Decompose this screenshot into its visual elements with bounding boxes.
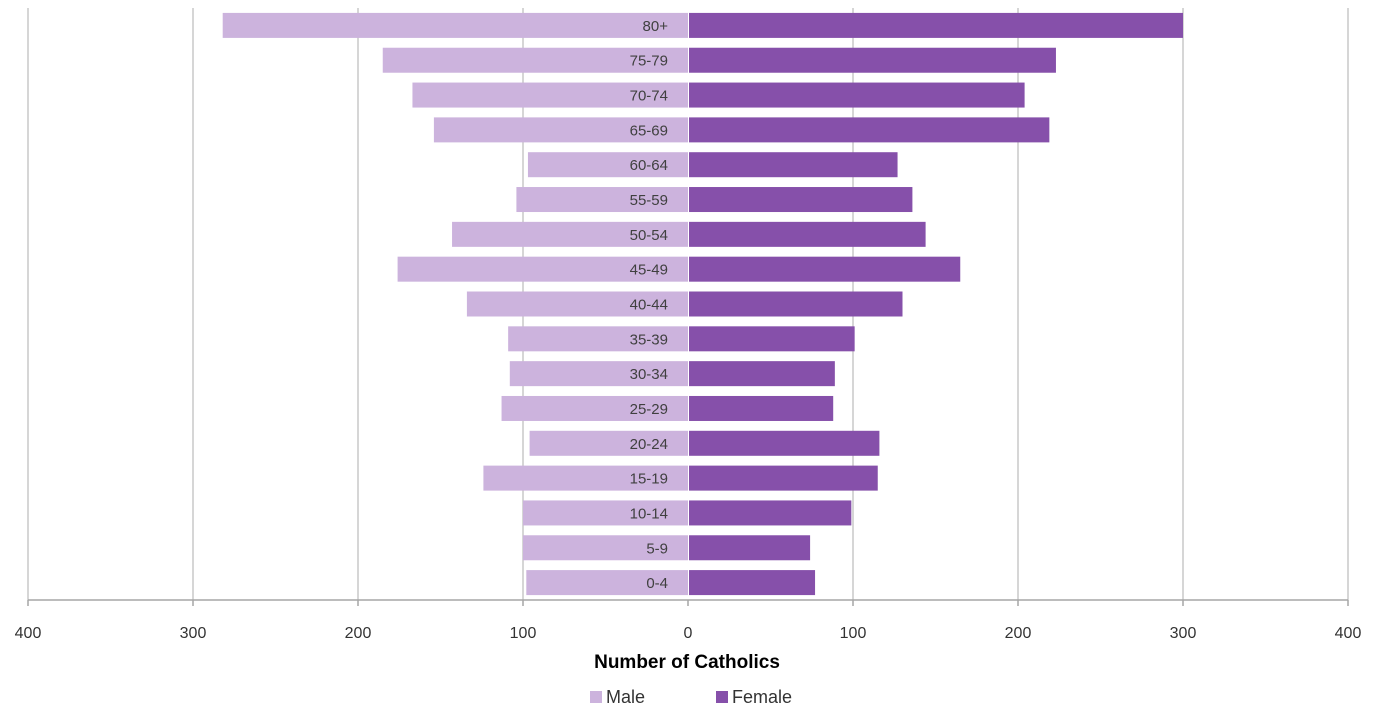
- bar-female-65-69: [689, 117, 1050, 143]
- legend-swatch-male: [590, 691, 602, 703]
- bars-group: [222, 12, 1183, 596]
- bar-male-5-9: [523, 535, 688, 561]
- bar-male-15-19: [483, 465, 688, 491]
- category-label: 15-19: [630, 471, 668, 488]
- category-label: 35-39: [630, 331, 668, 348]
- bar-female-15-19: [689, 465, 878, 491]
- bar-male-65-69: [433, 117, 688, 143]
- bar-female-25-29: [689, 395, 834, 421]
- x-axis: 400 300 200 100 0 100 200 300 400: [15, 599, 1362, 642]
- x-axis-title: Number of Catholics: [594, 652, 780, 673]
- bar-female-70-74: [689, 82, 1025, 108]
- bar-female-5-9: [689, 535, 811, 561]
- bar-female-80+: [689, 12, 1183, 38]
- bar-female-60-64: [689, 152, 898, 178]
- bar-female-40-44: [689, 291, 903, 317]
- category-label: 65-69: [630, 122, 668, 139]
- bar-female-55-59: [689, 187, 913, 213]
- category-label: 70-74: [630, 88, 668, 105]
- x-tick-label: 400: [15, 625, 42, 642]
- x-tick-label: 200: [1005, 625, 1032, 642]
- category-label: 0-4: [646, 575, 668, 592]
- bar-male-80+: [222, 12, 688, 38]
- legend-label-female: Female: [732, 687, 792, 707]
- category-label: 25-29: [630, 401, 668, 418]
- category-label: 5-9: [646, 540, 668, 557]
- bar-male-45-49: [397, 256, 688, 282]
- category-label: 45-49: [630, 262, 668, 279]
- bar-male-40-44: [466, 291, 688, 317]
- x-tick-label: 100: [510, 625, 537, 642]
- bar-female-30-34: [689, 361, 835, 387]
- legend: Male Female: [590, 687, 792, 707]
- category-label: 10-14: [630, 505, 668, 522]
- x-tick-label: 100: [840, 625, 867, 642]
- category-label: 30-34: [630, 366, 668, 383]
- bar-male-35-39: [508, 326, 688, 352]
- bar-female-50-54: [689, 221, 926, 247]
- x-tick-label: 300: [1170, 625, 1197, 642]
- category-labels: 80+ 75-79 70-74 65-69 60-64 55-59 50-54 45-49 40…: [630, 18, 669, 592]
- bar-male-0-4: [526, 570, 688, 596]
- bar-male-10-14: [523, 500, 688, 526]
- category-label: 80+: [643, 18, 669, 35]
- legend-label-male: Male: [606, 687, 645, 707]
- x-tick-label: 300: [180, 625, 207, 642]
- category-label: 50-54: [630, 227, 668, 244]
- bar-male-60-64: [527, 152, 688, 178]
- category-label: 60-64: [630, 157, 668, 174]
- bar-male-70-74: [412, 82, 688, 108]
- bar-female-20-24: [689, 430, 880, 456]
- category-label: 55-59: [630, 192, 668, 209]
- x-tick-label: 0: [684, 625, 693, 642]
- bar-male-75-79: [382, 47, 688, 73]
- x-tick-label: 200: [345, 625, 372, 642]
- x-tick-label: 400: [1335, 625, 1362, 642]
- bar-male-55-59: [516, 187, 688, 213]
- category-label: 20-24: [630, 436, 668, 453]
- bar-female-0-4: [689, 570, 816, 596]
- bar-male-50-54: [452, 221, 688, 247]
- bar-female-45-49: [689, 256, 961, 282]
- bar-male-30-34: [509, 361, 688, 387]
- category-label: 75-79: [630, 53, 668, 70]
- legend-swatch-female: [716, 691, 728, 703]
- bar-female-10-14: [689, 500, 852, 526]
- bar-male-25-29: [501, 395, 688, 421]
- category-label: 40-44: [630, 297, 668, 314]
- bar-male-20-24: [529, 430, 688, 456]
- bar-female-35-39: [689, 326, 855, 352]
- bar-female-75-79: [689, 47, 1056, 73]
